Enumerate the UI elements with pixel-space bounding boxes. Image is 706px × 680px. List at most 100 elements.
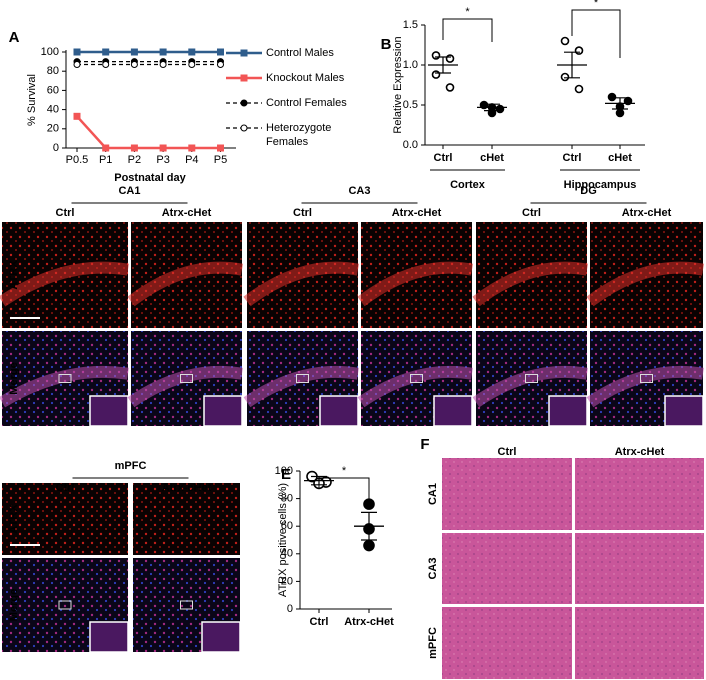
marker [73,60,81,68]
panel-letter: E [281,466,291,483]
marker [240,99,248,107]
y-tick-label: 40 [281,548,293,560]
roi-box [58,600,72,610]
micrograph [442,458,572,530]
data-point [363,498,375,510]
cell-layer [472,261,589,307]
data-point [431,51,441,60]
marker [73,48,81,56]
error-bar [564,51,580,79]
roi-box [180,374,193,383]
y-tick-label: 0.5 [403,99,418,111]
group-label: Cortex [450,179,486,191]
cell-layer [0,365,129,408]
condition-label: Atrx-cHet [392,207,442,219]
marker [188,144,196,152]
condition-label: Atrx-cHet [622,207,672,219]
panel-letter: B [381,36,392,53]
y-axis-title: % Survival [26,74,38,126]
inset [201,621,241,653]
cell-layer [127,261,244,307]
row-label: CA3 [427,557,439,579]
y-tick-label: 60 [47,84,59,96]
panel-letter: F [420,436,429,453]
micrograph [133,483,240,555]
y-tick-label: 60 [281,520,293,532]
marker [217,48,224,56]
legend-label: Knockout Males [266,72,345,84]
cell-layer [586,261,705,307]
data-point [560,36,570,46]
marker [188,48,196,56]
legend-label: Heterozygote Females [266,122,332,148]
inset [433,395,473,427]
micrograph [2,483,128,555]
roi-box [410,374,423,383]
inset [203,395,243,427]
x-tick-label: Ctrl [310,616,329,628]
y-tick-label: 40 [47,104,59,116]
region-label: CA1 [118,185,140,197]
cell-layer [0,261,129,307]
micrograph [575,458,704,530]
marker [130,60,138,68]
y-tick-label: 0.0 [403,139,418,151]
cell-layer [357,365,474,408]
condition-label: Ctrl [522,207,541,219]
marker [217,60,224,68]
region-label: DG [580,185,597,197]
legend-label: Control Males [266,47,334,59]
roi-box [296,374,309,383]
error-bar [484,103,500,112]
significance-label: * [465,6,470,18]
x-tick-label: P5 [214,154,227,166]
series-line [76,115,221,150]
roi-box [180,600,193,610]
x-tick-label: cHet [608,152,632,164]
cell-layer [357,261,474,307]
significance-label: * [594,0,599,9]
group-label: Hippocampus [564,179,637,191]
data-point [445,83,455,92]
region-label: CA3 [348,185,370,197]
condition-label: Ctrl [293,207,312,219]
x-tick-label: Ctrl [434,152,453,164]
cell-layer [586,365,704,408]
data-point [445,54,455,63]
micrograph [575,607,704,679]
marker [240,124,248,132]
y-axis-title: ATRX positive cells (%) [277,483,289,597]
inset [548,395,588,427]
micrograph [575,533,704,604]
inset [89,621,129,653]
x-tick-label: Atrx-cHet [344,616,394,628]
cell-layer [243,261,360,307]
roi-box [640,374,653,383]
cell-layer [127,365,244,408]
marker [102,48,110,56]
row-label: Merge [8,589,20,621]
inset [319,395,359,427]
marker [102,60,110,68]
x-tick-label: cHet [480,152,504,164]
micrograph [442,607,572,679]
row-label: mPFC [427,627,439,659]
condition-label: Atrx-cHet [615,446,665,458]
cell-layer [472,365,589,408]
marker [217,144,224,152]
condition-label: Ctrl [56,482,75,494]
x-tick-label: P1 [99,154,112,166]
x-tick-label: P3 [156,154,169,166]
marker [159,144,167,152]
marker [188,60,196,68]
x-tick-label: Ctrl [563,152,582,164]
data-point [363,539,375,552]
marker [73,112,81,120]
marker [130,48,138,56]
data-point [574,46,584,55]
data-point [615,108,625,118]
condition-label: Ctrl [56,207,75,219]
significance-bracket [318,477,370,500]
